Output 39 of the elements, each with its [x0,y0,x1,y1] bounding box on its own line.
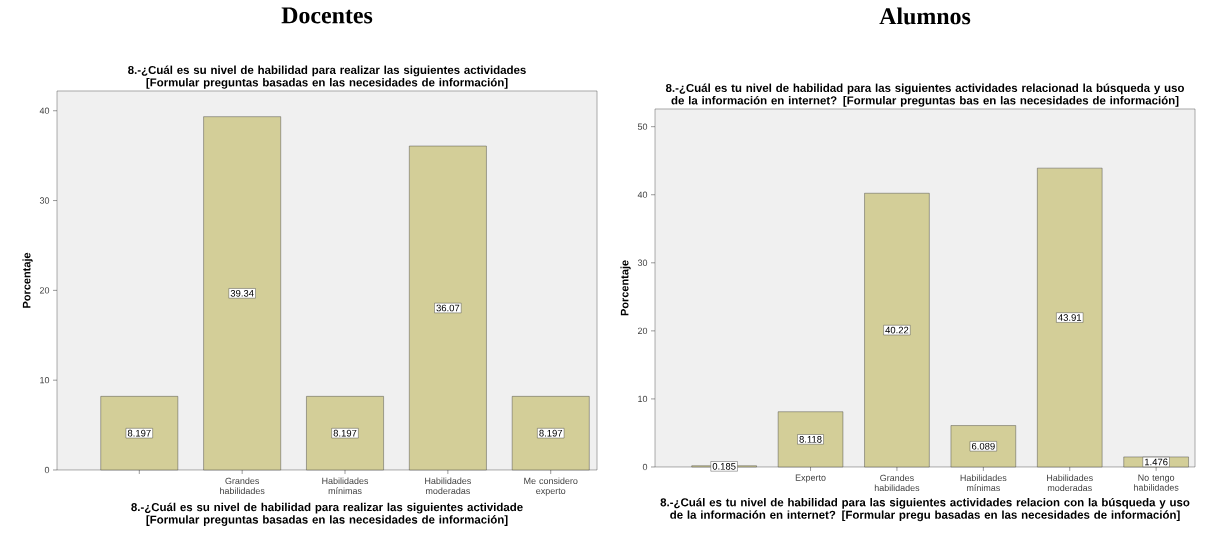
x-tick-label: Grandes habilidades [220,477,265,495]
data-label: 8.197 [539,429,563,437]
y-tick-label: 0 [642,463,648,471]
data-label: 1.476 [1145,458,1168,466]
x-tick-label: No tengo habilidades [1134,474,1179,491]
y-tick-label: 50 [637,123,648,130]
x-tick-label: Habilidades mínimas [960,474,1007,492]
data-label: 36.07 [436,304,460,312]
x-tick-label: Grandes habilidades [874,474,920,492]
y-tick-label: 10 [40,376,50,384]
y-axis-title: Porcentaje [620,260,631,316]
data-label: 8.197 [127,429,151,437]
y-tick-label: 10 [638,395,648,403]
y-tick-label: 0 [44,466,50,474]
data-label: 6.089 [971,442,995,450]
data-label: 39.34 [230,289,254,297]
y-tick-label: 30 [637,259,648,266]
data-label: 8.118 [799,436,822,443]
chart-title: Alumnos [879,7,971,25]
chart-title: Docentes [281,7,373,24]
x-axis-title: 8.-¿Cuál es su nivel de habilidad para realizar las siguientes actividade [Formular preguntas basadas en las necesidades de información] [131,502,523,526]
y-tick-label: 40 [637,191,648,198]
x-tick-label: Habilidades moderadas [425,477,471,495]
y-tick-label: 20 [637,327,648,335]
data-label: 43.91 [1058,314,1082,321]
y-tick-label: 30 [39,197,50,204]
x-tick-label: Me considero experto [524,477,578,496]
x-axis-title: 8.-¿Cuál es tu nivel de habilidad para las siguientes actividades relacion con la búsqueda y uso de la información en internet? [Formular pregu basadas en las necesidades de información] [660,497,1190,522]
data-label: 8.197 [333,429,357,437]
x-tick-label: Experto [795,474,826,483]
y-axis-title: Porcentaje [22,252,33,308]
data-label: 0.185 [712,463,736,470]
y-tick-label: 20 [39,287,50,294]
x-tick-label: Habilidades moderadas [1047,474,1093,492]
x-tick-label: Habilidades mínimas [322,477,369,495]
chart-subtitle: 8.-¿Cuál es su nivel de habilidad para realizar las siguientes actividades [Formular preguntas basadas en las necesidades de información] [128,65,526,89]
data-label: 40.22 [885,326,909,334]
chart-subtitle: 8.-¿Cuál es tu nivel de habilidad para las siguientes actividades relacionad la búsqueda y uso de la información en internet? [Formular preguntas bas en las necesidades de información] [665,83,1185,107]
y-tick-label: 40 [39,107,50,114]
